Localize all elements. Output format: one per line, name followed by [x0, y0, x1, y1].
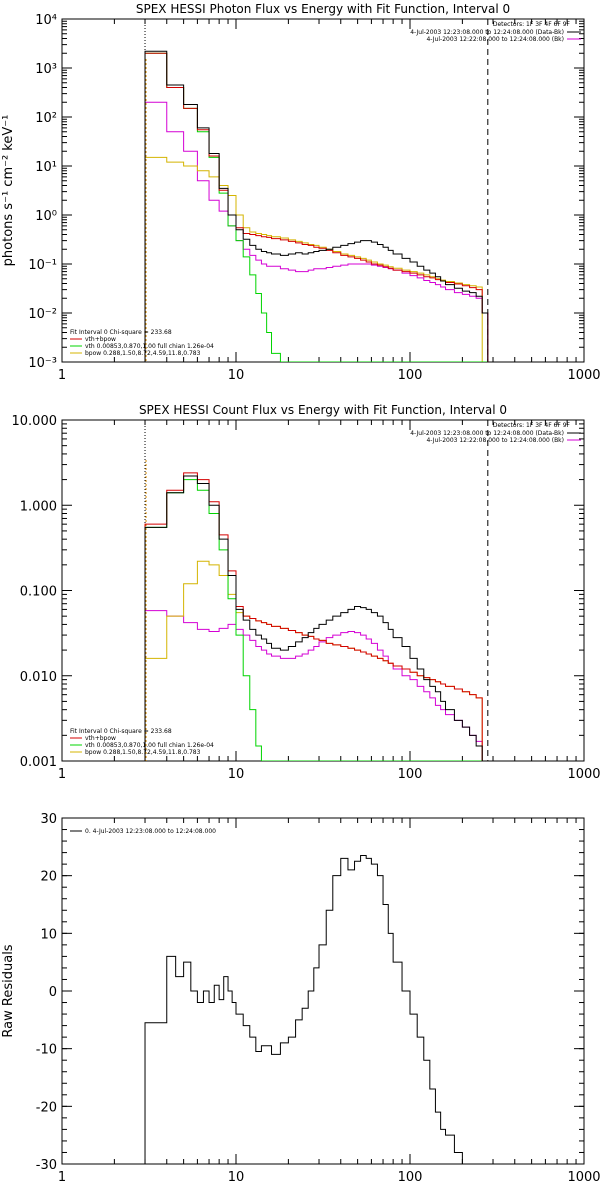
series-vth-1 — [145, 480, 488, 761]
plot-frame-0 — [62, 19, 584, 362]
series-data-1 — [145, 476, 488, 761]
y-tick-label: 30 — [40, 812, 57, 827]
y-tick-label: 0.100 — [20, 585, 57, 600]
legend-entry: vth+bpow — [85, 735, 116, 742]
y-tick-label: 1.000 — [20, 499, 57, 514]
y-tick-label: -30 — [36, 1158, 57, 1173]
y-tick-label: 10⁻³ — [28, 356, 57, 371]
legend-2: 0. 4-Jul-2003 12:23:08.000 to 12:24:08.0… — [70, 828, 216, 835]
x-tick-label: 100 — [398, 1170, 423, 1185]
legend-0: Fit Interval 0 Chi-square = 233.68vth+bp… — [70, 329, 214, 357]
x-tick-label: 1 — [58, 368, 66, 383]
x-tick-label: 1 — [58, 767, 66, 782]
x-tick-label: 100 — [398, 767, 423, 782]
x-axis-2: 1 10 100 1000 — [58, 818, 600, 1185]
plot-0: SPEX HESSI Photon Flux vs Energy with Fi… — [1, 2, 600, 383]
header-interval-label: 4-Jul-2003 12:23:08.000 to 12:24:08.000 … — [410, 430, 564, 437]
y-axis-1: 0.001 0.010 0.100 1.000 10.000 — [12, 414, 585, 770]
y-tick-label: 10⁻² — [28, 307, 57, 322]
y-tick-label: 10⁻¹ — [28, 258, 57, 273]
y-tick-label: -20 — [36, 1100, 57, 1115]
series-data-0 — [145, 51, 488, 362]
series-total-1 — [145, 473, 488, 761]
legend-1: Fit Interval 0 Chi-square = 233.68vth+bp… — [70, 728, 214, 756]
header-interval-label: 4-Jul-2003 12:22:08.000 to 12:24:08.000 … — [426, 437, 564, 444]
series-bpow-0 — [145, 157, 488, 362]
series-group-2 — [145, 855, 488, 1164]
series-background-1 — [145, 611, 488, 761]
legend-header: Fit Interval 0 Chi-square = 233.68 — [70, 728, 172, 735]
header-right-1: Detectors: 1F 3F 4F 6F 9F4-Jul-2003 12:2… — [410, 422, 581, 444]
x-tick-label: 1000 — [567, 368, 600, 383]
legend-header: Fit Interval 0 Chi-square = 233.68 — [70, 329, 172, 336]
legend-entry: bpow 0.288,1.50,8.72,4.59,11.8,0.783 — [85, 749, 201, 756]
plot-2: 1 10 100 1000 -30 -20 -10 0 10 20 30 Raw Residuals 0… — [1, 812, 600, 1185]
plot-1: SPEX HESSI Count Flux vs Energy with Fit… — [12, 403, 600, 782]
legend-entry: vth 0.00853,0.870,1.00 full chian 1.26e-… — [85, 742, 214, 749]
chart-title-1: SPEX HESSI Count Flux vs Energy with Fit… — [139, 403, 507, 417]
x-tick-label: 100 — [398, 368, 423, 383]
x-tick-label: 1000 — [567, 1170, 600, 1185]
detectors-label: Detectors: 1F 3F 4F 6F 9F — [493, 422, 571, 429]
y-tick-label: 10³ — [35, 62, 57, 77]
series-background-0 — [145, 102, 488, 362]
plot-frame-1 — [62, 420, 584, 761]
series-data-2 — [145, 855, 488, 1164]
series-group-0 — [145, 51, 488, 362]
x-tick-label: 10 — [228, 767, 245, 782]
y-tick-label: 10² — [35, 111, 57, 126]
series-group-1 — [145, 473, 488, 761]
x-tick-label: 10 — [228, 368, 245, 383]
series-total-0 — [145, 53, 488, 362]
y-tick-label: 20 — [40, 870, 57, 885]
legend-entry: 0. 4-Jul-2003 12:23:08.000 to 12:24:08.0… — [85, 828, 216, 835]
y-tick-label: 0.001 — [20, 755, 57, 770]
series-vth-0 — [145, 53, 488, 362]
header-interval-label: 4-Jul-2003 12:22:08.000 to 12:24:08.000 … — [426, 36, 564, 43]
header-right-0: Detectors: 1F 3F 4F 6F 9F4-Jul-2003 12:2… — [410, 21, 581, 43]
y-tick-label: 10¹ — [35, 160, 57, 175]
y-axis-label-0: photons s⁻¹ cm⁻² keV⁻¹ — [1, 115, 16, 267]
y-tick-label: -10 — [36, 1043, 57, 1058]
legend-entry: vth+bpow — [85, 336, 116, 343]
y-axis-0: 10⁻³ 10⁻² 10⁻¹ 10⁰ 10¹ 10² 10³ 10⁴ — [28, 13, 584, 371]
series-bpow-1 — [145, 561, 488, 761]
legend-entry: vth 0.00853,0.870,1.00 full chian 1.26e-… — [85, 343, 214, 350]
legend-entry: bpow 0.288,1.50,8.72,4.59,11.8,0.783 — [85, 350, 201, 357]
y-tick-label: 10.000 — [12, 414, 58, 429]
y-tick-label: 0.010 — [20, 670, 57, 685]
detectors-label: Detectors: 1F 3F 4F 6F 9F — [493, 21, 571, 28]
x-tick-label: 1 — [58, 1170, 66, 1185]
y-tick-label: 10 — [40, 927, 57, 942]
header-interval-label: 4-Jul-2003 12:23:08.000 to 12:24:08.000 … — [410, 29, 564, 36]
y-tick-label: 0 — [49, 985, 57, 1000]
x-tick-label: 10 — [228, 1170, 245, 1185]
y-axis-label-2: Raw Residuals — [1, 944, 16, 1037]
y-tick-label: 10⁴ — [35, 13, 57, 28]
x-tick-label: 1000 — [567, 767, 600, 782]
chart-title-0: SPEX HESSI Photon Flux vs Energy with Fi… — [136, 2, 510, 16]
plot-frame-2 — [62, 818, 584, 1164]
y-axis-2: -30 -20 -10 0 10 20 30 — [36, 812, 584, 1173]
y-tick-label: 10⁰ — [35, 209, 57, 224]
